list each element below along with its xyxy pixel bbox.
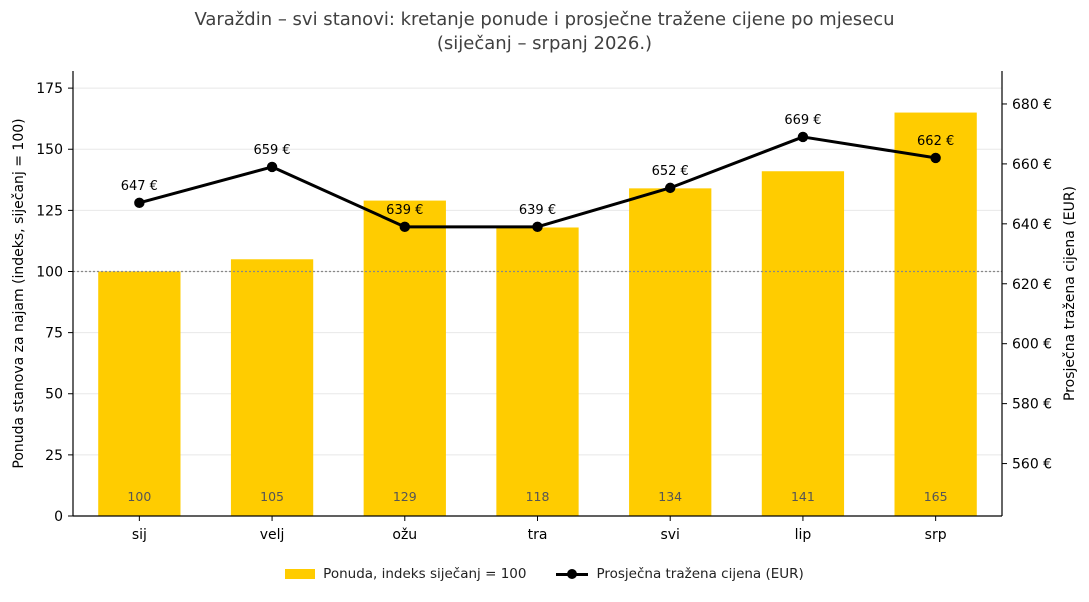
y-axis-right-title: Prosječna tražena cijena (EUR)	[1062, 186, 1078, 401]
chart-title-line-2: (siječanj – srpanj 2026.)	[436, 33, 653, 54]
bar	[761, 171, 845, 516]
bar	[496, 227, 579, 516]
price-label: 639 €	[386, 203, 423, 218]
price-point	[797, 131, 809, 143]
left-tick-label: 125	[36, 203, 63, 219]
x-tick-label: ožu	[392, 527, 417, 543]
right-tick-label: 600 €	[1012, 337, 1052, 353]
right-tick-label: 620 €	[1012, 277, 1052, 293]
price-point	[134, 197, 145, 209]
right-tick-label: 580 €	[1012, 397, 1052, 413]
price-label: 669 €	[784, 113, 821, 128]
right-tick-label: 640 €	[1012, 217, 1052, 233]
price-label: 652 €	[652, 164, 689, 179]
y-axis-left-title: Ponuda stanova za najam (indeks, siječan…	[11, 118, 27, 468]
left-tick-label: 100	[36, 264, 63, 280]
bar-value-label: 129	[393, 489, 417, 504]
left-tick-label: 0	[54, 509, 63, 525]
price-point	[532, 221, 543, 233]
legend-line-label: Prosječna tražena cijena (EUR)	[596, 566, 804, 582]
bar-value-label: 141	[791, 489, 815, 504]
price-label: 662 €	[917, 134, 954, 149]
right-tick-label: 660 €	[1012, 157, 1052, 173]
legend-item-bars: Ponuda, indeks siječanj = 100	[285, 566, 526, 582]
legend-item-line: Prosječna tražena cijena (EUR)	[556, 566, 804, 582]
bar	[363, 200, 446, 517]
left-tick-label: 25	[45, 448, 63, 464]
bar	[894, 112, 977, 517]
bar-value-label: 100	[127, 489, 151, 504]
bar-value-label: 165	[924, 489, 948, 504]
price-label: 659 €	[253, 143, 290, 158]
legend-bar-swatch	[285, 569, 316, 579]
bar-value-label: 105	[260, 489, 284, 504]
x-tick-label: velj	[260, 527, 285, 543]
x-tick-label: sij	[132, 527, 147, 543]
bar	[629, 188, 712, 516]
legend-line-swatch	[556, 568, 589, 580]
chart-title-line-1: Varaždin – svi stanovi: kretanje ponude …	[194, 9, 895, 30]
right-tick-label: 560 €	[1012, 457, 1052, 473]
legend-bar-label: Ponuda, indeks siječanj = 100	[323, 566, 527, 582]
price-label: 639 €	[519, 203, 556, 218]
price-point	[266, 161, 278, 173]
chart-title: Varaždin – svi stanovi: kretanje ponude …	[0, 8, 1089, 56]
x-tick-label: srp	[925, 527, 947, 543]
left-tick-label: 50	[45, 387, 63, 403]
x-tick-label: lip	[795, 527, 812, 543]
right-tick-label: 680 €	[1012, 97, 1052, 113]
x-tick-label: tra	[528, 527, 548, 543]
left-tick-label: 75	[45, 326, 63, 342]
bar-value-label: 118	[526, 489, 550, 504]
bar	[98, 271, 181, 516]
x-tick-label: svi	[660, 527, 679, 543]
legend: Ponuda, indeks siječanj = 100 Prosječna …	[0, 566, 1089, 582]
price-label: 647 €	[121, 179, 158, 194]
price-point	[399, 221, 410, 233]
price-point	[665, 182, 676, 194]
left-tick-label: 175	[36, 81, 63, 97]
bar-value-label: 134	[658, 489, 682, 504]
price-point	[930, 152, 941, 164]
bar	[230, 259, 314, 516]
left-tick-label: 150	[36, 142, 63, 158]
